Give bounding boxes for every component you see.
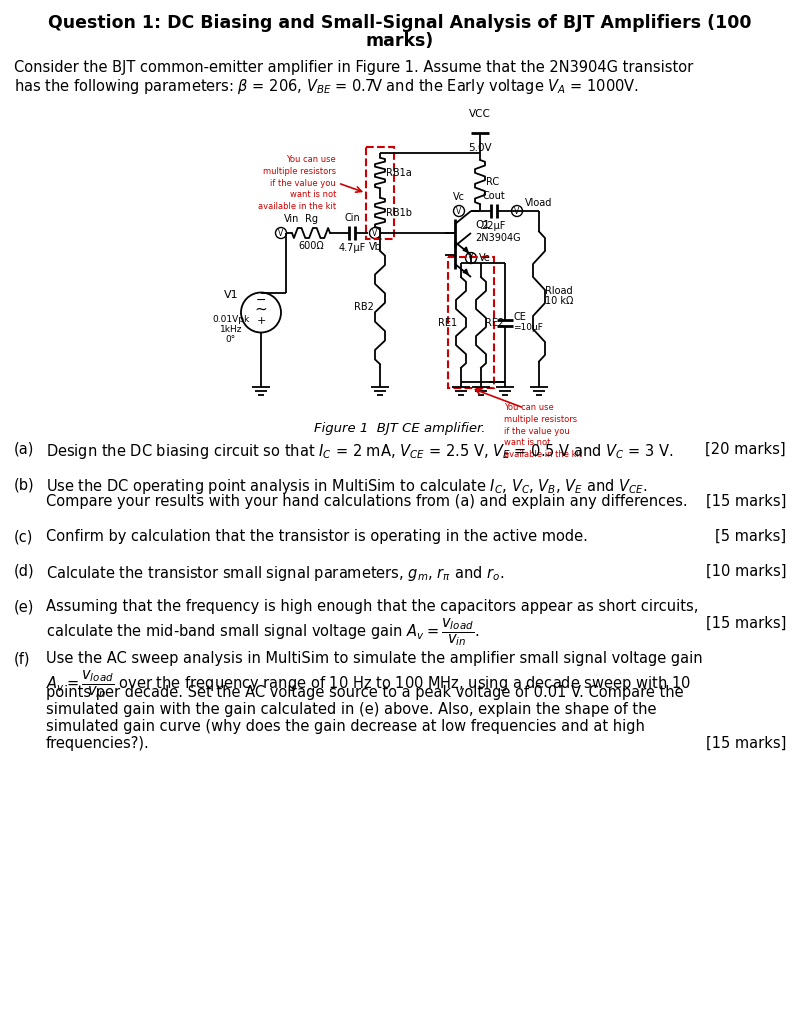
Text: Rload: Rload — [545, 287, 573, 297]
Text: [15 marks]: [15 marks] — [706, 736, 786, 751]
Text: 4.7μF: 4.7μF — [338, 243, 366, 253]
Text: RC: RC — [486, 177, 499, 187]
Text: Assuming that the frequency is high enough that the capacitors appear as short c: Assuming that the frequency is high enou… — [46, 599, 698, 614]
Text: 0°: 0° — [226, 335, 236, 343]
Text: Cout: Cout — [482, 191, 505, 201]
Text: Figure 1  BJT CE amplifier.: Figure 1 BJT CE amplifier. — [314, 422, 486, 435]
Text: +: + — [256, 316, 266, 327]
Text: (f): (f) — [14, 651, 30, 666]
Text: VCC: VCC — [469, 109, 491, 119]
Text: Consider the BJT common-emitter amplifier in Figure 1. Assume that the 2N3904G t: Consider the BJT common-emitter amplifie… — [14, 60, 694, 75]
Text: Design the DC biasing circuit so that $I_C$ = 2 mA, $V_{CE}$ = 2.5 V, $V_E$ = 0.: Design the DC biasing circuit so that $I… — [46, 442, 674, 461]
Text: Cin: Cin — [344, 213, 360, 223]
Text: Calculate the transistor small signal parameters, $g_m$, $r_\pi$ and $r_o$.: Calculate the transistor small signal pa… — [46, 564, 504, 583]
Text: Q1: Q1 — [475, 220, 490, 230]
Text: has the following parameters: $\beta$ = 206, $V_{BE}$ = 0.7V and the Early volta: has the following parameters: $\beta$ = … — [14, 77, 639, 96]
Text: 2N3904G: 2N3904G — [475, 233, 521, 243]
Text: CE: CE — [513, 312, 526, 323]
Text: 22μF: 22μF — [482, 221, 506, 231]
Text: [15 marks]: [15 marks] — [706, 616, 786, 631]
Text: Use the DC operating point analysis in MultiSim to calculate $I_C$, $V_C$, $V_B$: Use the DC operating point analysis in M… — [46, 477, 648, 496]
Text: frequencies?).: frequencies?). — [46, 736, 150, 751]
Text: 1kHz: 1kHz — [220, 325, 242, 334]
Text: Vin: Vin — [284, 214, 299, 224]
Text: $A_v = \dfrac{v_{load}}{v_{in}}$ over the frequency range of 10 Hz to 100 MHz, u: $A_v = \dfrac{v_{load}}{v_{in}}$ over th… — [46, 668, 690, 700]
Text: 10 kΩ: 10 kΩ — [545, 297, 574, 306]
Text: Vb: Vb — [369, 242, 382, 252]
Text: simulated gain curve (why does the gain decrease at low frequencies and at high: simulated gain curve (why does the gain … — [46, 719, 645, 734]
Text: (a): (a) — [14, 442, 34, 457]
Text: You can use
multiple resistors
if the value you
want is not
available in the kit: You can use multiple resistors if the va… — [258, 155, 336, 211]
Text: simulated gain with the gain calculated in (e) above. Also, explain the shape of: simulated gain with the gain calculated … — [46, 702, 657, 717]
Text: (c): (c) — [14, 529, 34, 544]
Text: 600Ω: 600Ω — [298, 241, 324, 251]
Text: (b): (b) — [14, 477, 34, 492]
Text: V: V — [456, 207, 462, 215]
Text: V: V — [468, 254, 474, 262]
Text: points per decade. Set the AC voltage source to a peak voltage of 0.01 V. Compar: points per decade. Set the AC voltage so… — [46, 685, 684, 700]
Text: RB2: RB2 — [354, 302, 374, 312]
Text: V: V — [514, 207, 520, 215]
Text: (d): (d) — [14, 564, 34, 579]
Text: marks): marks) — [366, 32, 434, 50]
Text: You can use
multiple resistors
if the value you
want is not
available in the kit: You can use multiple resistors if the va… — [504, 403, 582, 459]
Text: RB1b: RB1b — [386, 208, 412, 218]
Text: calculate the mid-band small signal voltage gain $A_v = \dfrac{v_{load}}{v_{in}}: calculate the mid-band small signal volt… — [46, 616, 479, 648]
Text: 0.01Vpk: 0.01Vpk — [212, 314, 250, 324]
Text: RE1: RE1 — [438, 317, 457, 328]
Text: V: V — [372, 228, 378, 238]
Text: V: V — [278, 228, 284, 238]
Text: [10 marks]: [10 marks] — [706, 564, 786, 579]
Text: [5 marks]: [5 marks] — [715, 529, 786, 544]
Text: Use the AC sweep analysis in MultiSim to simulate the amplifier small signal vol: Use the AC sweep analysis in MultiSim to… — [46, 651, 702, 666]
Text: ~: ~ — [254, 302, 267, 317]
Text: Vload: Vload — [525, 198, 552, 208]
Text: Ve: Ve — [479, 253, 491, 263]
Text: [15 marks]: [15 marks] — [706, 494, 786, 509]
Text: Compare your results with your hand calculations from (a) and explain any differ: Compare your results with your hand calc… — [46, 494, 688, 509]
Text: RB1a: RB1a — [386, 168, 412, 178]
Text: 5.0V: 5.0V — [468, 143, 492, 153]
Text: V1: V1 — [224, 290, 238, 299]
Text: −: − — [256, 294, 266, 307]
Text: [20 marks]: [20 marks] — [706, 442, 786, 457]
Text: Confirm by calculation that the transistor is operating in the active mode.: Confirm by calculation that the transist… — [46, 529, 588, 544]
Text: Rg: Rg — [305, 214, 318, 224]
Text: Question 1: DC Biasing and Small-Signal Analysis of BJT Amplifiers (100: Question 1: DC Biasing and Small-Signal … — [48, 14, 752, 32]
Text: (e): (e) — [14, 599, 34, 614]
Text: =10μF: =10μF — [513, 323, 543, 332]
Text: Vc: Vc — [453, 193, 465, 202]
Text: RE2: RE2 — [485, 317, 504, 328]
